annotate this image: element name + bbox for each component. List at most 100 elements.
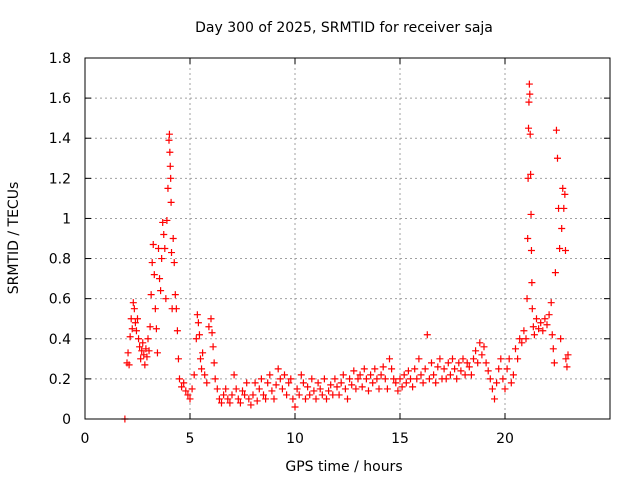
x-tick-label: 20: [496, 431, 514, 447]
data-point: [320, 375, 328, 383]
data-point: [295, 391, 303, 399]
data-point: [165, 136, 173, 144]
data-point: [188, 385, 196, 393]
data-point: [549, 345, 557, 353]
data-point: [413, 375, 421, 383]
data-point: [302, 395, 309, 403]
data-point: [234, 395, 242, 403]
data-point: [166, 162, 174, 170]
data-point: [524, 235, 532, 242]
data-point: [213, 385, 221, 393]
data-point: [556, 245, 564, 253]
data-point: [563, 363, 571, 371]
data-point: [525, 124, 533, 132]
data-point: [352, 385, 360, 393]
data-point: [210, 359, 218, 367]
data-point: [152, 325, 160, 333]
data-point: [457, 367, 465, 375]
data-point: [205, 323, 213, 331]
data-point: [526, 130, 534, 138]
data-point: [551, 269, 559, 277]
data-point: [173, 327, 181, 335]
data-point: [314, 379, 322, 387]
data-point: [505, 355, 513, 363]
data-point: [559, 184, 567, 192]
data-point: [283, 391, 291, 399]
data-point: [164, 184, 172, 192]
data-point: [293, 385, 301, 393]
data-point: [486, 375, 494, 383]
y-tick-label: 0: [62, 412, 71, 428]
data-point: [560, 204, 568, 212]
data-point: [495, 365, 503, 373]
data-point: [348, 381, 356, 389]
data-point: [467, 371, 475, 379]
data-point: [153, 349, 161, 357]
data-point: [161, 245, 169, 253]
data-point: [465, 363, 473, 371]
data-point: [195, 331, 203, 339]
data-point: [423, 331, 431, 339]
data-point: [528, 279, 536, 287]
data-point: [346, 375, 354, 383]
data-point: [499, 375, 507, 383]
data-point: [335, 391, 343, 399]
data-point: [480, 343, 488, 351]
data-point: [207, 315, 215, 323]
data-point: [550, 359, 558, 367]
data-point: [274, 365, 282, 373]
data-point: [525, 80, 533, 88]
data-point: [289, 395, 297, 403]
data-point: [249, 391, 257, 399]
x-axis-label: GPS time / hours: [285, 459, 402, 475]
x-tick-label: 0: [81, 431, 90, 447]
data-point: [125, 361, 133, 369]
data-point: [461, 371, 469, 379]
data-point: [358, 383, 366, 391]
data-point: [564, 351, 572, 359]
data-point: [493, 379, 501, 387]
data-point: [350, 367, 358, 375]
data-point: [220, 391, 228, 399]
data-point: [554, 154, 561, 162]
data-point: [527, 170, 535, 178]
data-point: [245, 395, 253, 403]
data-point: [151, 305, 159, 313]
data-point: [491, 395, 498, 403]
data-point: [169, 235, 177, 242]
data-point: [463, 359, 471, 367]
data-point: [186, 395, 194, 403]
data-point: [143, 353, 151, 361]
data-point: [156, 275, 164, 283]
data-point: [529, 323, 537, 331]
data-point: [436, 355, 444, 363]
data-point: [278, 385, 286, 393]
tick-labels: 0 0.2 0.4 0.6 0.8 1 1.2 1.4 1.6 1.8 0 5 10 15 20: [49, 51, 514, 447]
data-point: [137, 355, 145, 363]
data-point: [470, 355, 477, 363]
data-point: [402, 379, 410, 387]
data-point: [251, 379, 259, 387]
data-point: [236, 399, 244, 407]
data-point: [127, 315, 135, 323]
data-point: [369, 379, 377, 387]
data-point: [128, 325, 136, 333]
data-point: [488, 385, 496, 393]
data-point: [260, 391, 267, 399]
data-point: [398, 383, 406, 391]
x-tick-label: 5: [186, 431, 195, 447]
data-point: [281, 371, 288, 379]
data-point: [472, 347, 480, 355]
data-point: [407, 375, 414, 383]
data-point: [434, 363, 442, 371]
data-point: [299, 379, 307, 387]
data-point: [215, 395, 223, 403]
data-point: [419, 379, 427, 387]
data-point: [199, 349, 207, 357]
data-point: [239, 387, 246, 395]
data-point: [388, 365, 396, 373]
data-point: [126, 333, 134, 341]
data-point: [139, 339, 147, 347]
data-point: [344, 395, 351, 403]
